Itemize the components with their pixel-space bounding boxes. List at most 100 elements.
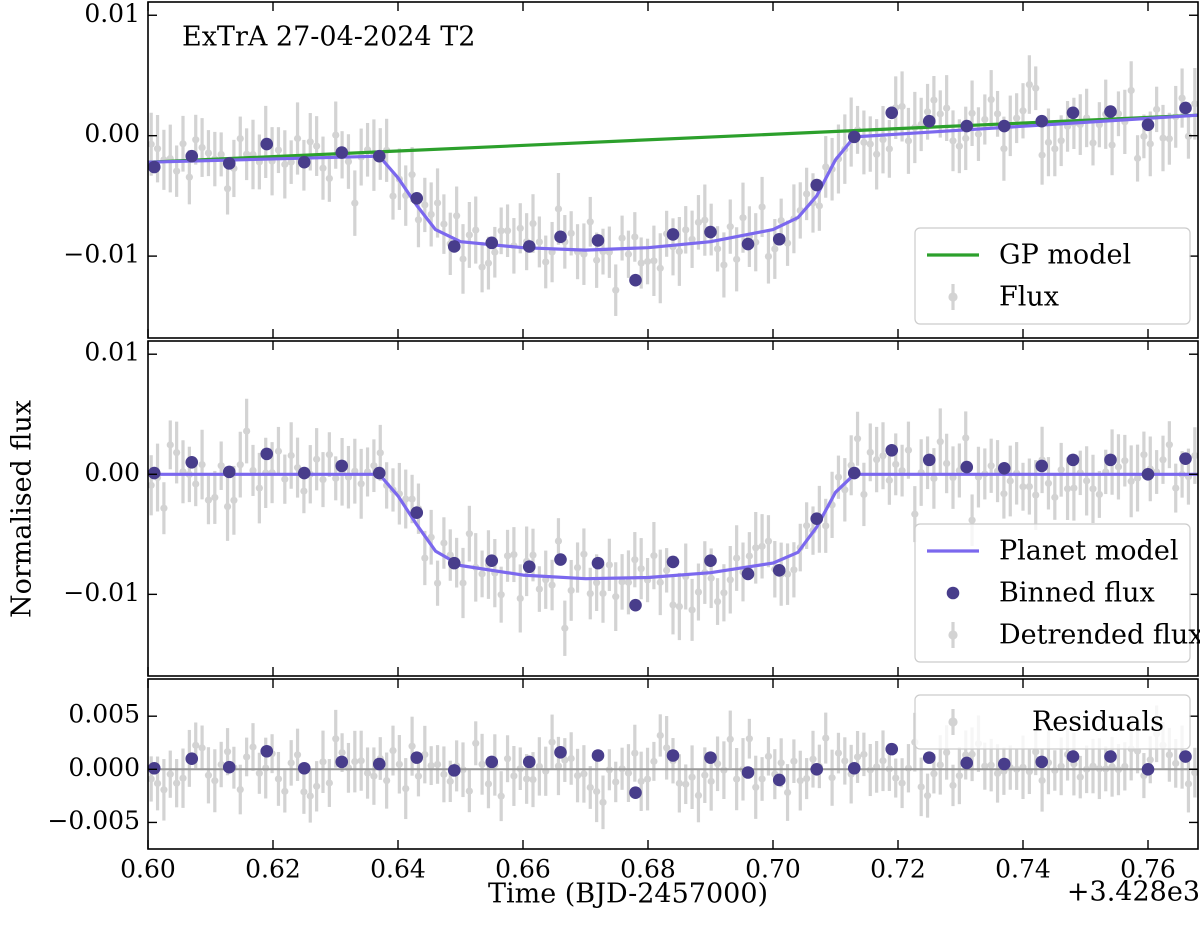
- binned-flux-point: [522, 755, 536, 769]
- raw-flux-point: [160, 504, 168, 512]
- raw-flux-point: [771, 245, 779, 253]
- binned-flux-point: [591, 234, 605, 247]
- raw-flux-point: [427, 762, 435, 770]
- binned-flux-point: [485, 236, 499, 250]
- raw-flux-point: [713, 597, 722, 606]
- raw-flux-point: [1089, 762, 1097, 770]
- binned-flux-points-bottom: [148, 742, 1192, 799]
- raw-flux-point: [1032, 748, 1040, 756]
- raw-flux-point: [1051, 766, 1059, 775]
- raw-flux-point: [1057, 762, 1065, 770]
- raw-flux-point: [873, 455, 881, 464]
- raw-flux-point: [325, 174, 333, 183]
- raw-flux-point: [370, 772, 378, 780]
- binned-flux-point: [1066, 750, 1080, 763]
- raw-flux-point: [306, 792, 314, 800]
- binned-flux-point: [1141, 118, 1155, 132]
- raw-flux-point: [255, 484, 263, 492]
- raw-flux-point: [694, 791, 703, 800]
- raw-flux-point: [1089, 485, 1097, 493]
- raw-flux-point: [1051, 493, 1059, 501]
- binned-flux-point: [148, 466, 161, 480]
- raw-flux-point: [249, 466, 257, 475]
- raw-flux-point: [287, 158, 295, 166]
- raw-flux-point: [675, 779, 683, 787]
- raw-flux-point: [414, 772, 423, 780]
- raw-flux-point: [262, 764, 270, 772]
- binned-flux-point: [847, 466, 861, 480]
- binned-flux-point: [666, 228, 680, 241]
- raw-flux-point: [503, 227, 512, 235]
- raw-flux-point: [1006, 477, 1014, 485]
- raw-flux-point: [300, 487, 308, 495]
- x-tick-label: 0.68: [620, 855, 676, 884]
- legend-box: [914, 694, 1191, 750]
- binned-flux-point: [222, 760, 236, 774]
- raw-flux-point: [758, 775, 766, 783]
- panels-layer: −0.01 0.00 0.01 ExTrA 27-04-2024 T2 GP model…: [47, 0, 1200, 884]
- raw-flux-point: [1191, 769, 1198, 777]
- y-tick-label: −0.01: [63, 240, 140, 269]
- raw-flux-point: [376, 449, 384, 457]
- binned-flux-point: [522, 560, 536, 574]
- axes-frame-bottom: [147, 678, 1199, 850]
- raw-flux-point: [236, 785, 244, 794]
- raw-flux-point: [1057, 137, 1065, 145]
- x-tick-label: 0.60: [120, 855, 176, 884]
- raw-flux-point: [790, 757, 798, 765]
- raw-flux-point: [637, 565, 645, 573]
- binned-flux-point: [1104, 453, 1117, 467]
- raw-flux-point: [911, 510, 919, 518]
- binned-flux-point: [1035, 114, 1049, 128]
- raw-flux-point: [249, 743, 257, 751]
- raw-flux-point: [185, 173, 193, 181]
- raw-flux-point: [402, 784, 410, 793]
- raw-flux-point: [726, 576, 734, 584]
- axes-frame-top: [147, 1, 1199, 339]
- raw-flux-point: [612, 286, 620, 294]
- raw-flux-point: [459, 579, 467, 587]
- raw-flux-point: [650, 757, 658, 765]
- binned-flux-point: [629, 786, 642, 799]
- binned-flux-point: [997, 757, 1011, 771]
- raw-flux-point: [497, 227, 505, 235]
- raw-flux-point: [453, 212, 461, 220]
- raw-flux-point: [643, 257, 652, 266]
- raw-flux-point: [936, 110, 944, 118]
- raw-flux-point: [535, 762, 543, 771]
- binned-flux-point: [372, 757, 386, 771]
- raw-flux-point: [243, 427, 251, 435]
- legend-errorbar-handle-point: [948, 717, 958, 727]
- raw-flux-point: [962, 134, 970, 142]
- raw-flux-point: [663, 566, 671, 574]
- raw-flux-point: [624, 578, 633, 586]
- raw-flux-point: [1121, 457, 1129, 465]
- legend-entry-label: Flux: [999, 282, 1059, 313]
- raw-flux-point: [548, 738, 556, 746]
- raw-flux-point: [1076, 773, 1084, 781]
- raw-flux-point: [484, 259, 493, 267]
- raw-flux-point: [1153, 105, 1161, 113]
- legend-box: [914, 227, 1191, 325]
- raw-flux-point: [561, 624, 569, 632]
- binned-flux-point: [847, 130, 861, 144]
- raw-flux-point: [408, 495, 416, 503]
- raw-flux-point: [510, 550, 518, 559]
- raw-flux-point: [211, 493, 219, 502]
- raw-flux-point: [306, 138, 314, 146]
- binned-flux-points-middle: [148, 443, 1192, 612]
- raw-flux-point: [230, 496, 238, 504]
- y-axis-label: Normalised flux: [7, 400, 38, 618]
- raw-flux-point: [688, 606, 696, 614]
- binned-flux-point: [335, 755, 349, 769]
- raw-flux-point: [313, 455, 321, 463]
- raw-flux-point: [943, 748, 951, 757]
- raw-flux-point: [1191, 100, 1198, 108]
- raw-flux-point: [764, 752, 773, 760]
- raw-flux-point: [981, 115, 989, 124]
- raw-flux-point: [351, 758, 359, 766]
- raw-flux-point: [955, 142, 963, 150]
- legend-entry-label: Binned flux: [999, 578, 1155, 609]
- raw-flux-point: [713, 245, 722, 253]
- binned-flux-point: [1035, 755, 1049, 769]
